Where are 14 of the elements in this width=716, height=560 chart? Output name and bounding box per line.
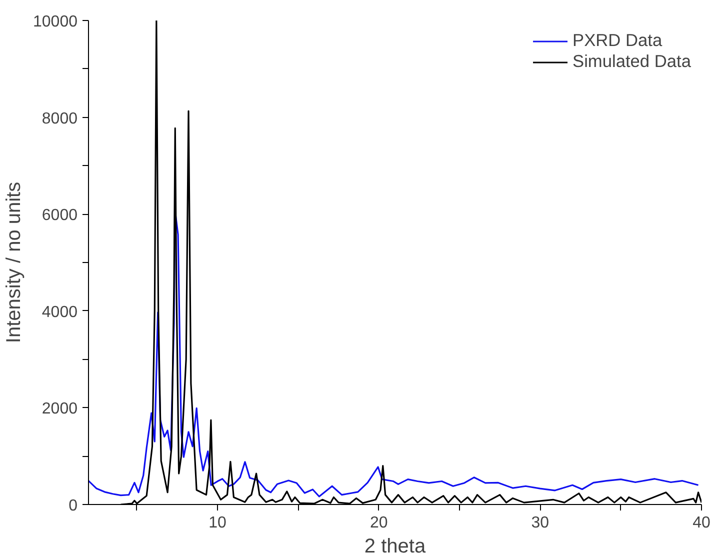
- legend-label: PXRD Data: [572, 30, 662, 51]
- y-tick-label: 0: [68, 498, 78, 514]
- x-axis-title: 2 theta: [364, 536, 426, 558]
- x-tick-label: 20: [370, 514, 388, 532]
- y-tick-label: 6000: [42, 207, 78, 224]
- legend-label: Simulated Data: [572, 51, 691, 72]
- y-tick-label: 4000: [42, 304, 78, 321]
- y-axis-title: Intensity / no units: [3, 182, 26, 344]
- x-tick-label: 10: [208, 514, 227, 532]
- x-tick-label: 40: [692, 514, 710, 532]
- y-tick-label: 10000: [33, 14, 78, 30]
- y-tick-label: 2000: [42, 400, 78, 418]
- y-tick-label: 8000: [42, 110, 78, 128]
- x-tick-label: 30: [531, 514, 550, 532]
